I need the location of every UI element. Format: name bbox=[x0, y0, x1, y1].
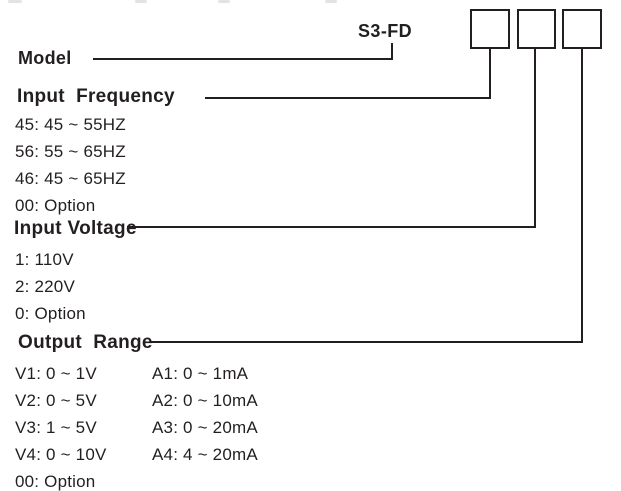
output-range-option: V1: 0 ~ 1V bbox=[15, 364, 97, 383]
range-connector-horizontal bbox=[150, 341, 583, 343]
output-range-option: V3: 1 ~ 5V bbox=[15, 418, 97, 437]
output-range-option: A2: 0 ~ 10mA bbox=[152, 391, 258, 410]
section-heading-input-frequency: Input Frequency bbox=[17, 86, 175, 107]
model-code-label: S3-FD bbox=[358, 21, 413, 41]
section-heading-input-voltage: Input Voltage bbox=[14, 218, 137, 239]
model-connector-horizontal bbox=[93, 58, 392, 60]
input-frequency-options: 45: 45 ~ 55HZ 56: 55 ~ 65HZ 46: 45 ~ 65H… bbox=[15, 111, 126, 219]
frequency-option: 46: 45 ~ 65HZ bbox=[15, 169, 126, 188]
code-box-voltage bbox=[517, 9, 556, 49]
frequency-option: 00: Option bbox=[15, 196, 96, 215]
output-range-option: A1: 0 ~ 1mA bbox=[152, 364, 249, 383]
range-connector-vertical bbox=[581, 48, 583, 343]
output-range-option: A4: 4 ~ 20mA bbox=[152, 445, 258, 464]
section-heading-model: Model bbox=[18, 48, 72, 68]
voltage-option: 2: 220V bbox=[15, 277, 76, 296]
output-range-option: V2: 0 ~ 5V bbox=[15, 391, 97, 410]
voltage-connector-horizontal bbox=[127, 226, 536, 228]
frequency-connector-vertical bbox=[489, 48, 491, 99]
cropped-text-artifact bbox=[135, 0, 147, 3]
voltage-option: 1: 110V bbox=[15, 250, 74, 269]
frequency-option: 45: 45 ~ 55HZ bbox=[15, 115, 126, 134]
output-range-option-default: 00: Option bbox=[15, 472, 96, 491]
model-connector-vertical bbox=[391, 43, 393, 60]
cropped-text-artifact bbox=[8, 0, 22, 3]
section-heading-output-range: Output Range bbox=[18, 332, 153, 353]
output-range-option: A3: 0 ~ 20mA bbox=[152, 418, 258, 437]
voltage-option: 0: Option bbox=[15, 304, 86, 323]
output-range-option: V4: 0 ~ 10V bbox=[15, 445, 107, 464]
output-range-voltage-options: V1: 0 ~ 1V V2: 0 ~ 5V V3: 1 ~ 5V V4: 0 ~… bbox=[15, 360, 107, 491]
cropped-text-artifact bbox=[218, 0, 230, 3]
frequency-connector-horizontal bbox=[205, 97, 491, 99]
input-voltage-options: 1: 110V 2: 220V 0: Option bbox=[15, 246, 86, 327]
output-range-current-options: A1: 0 ~ 1mA A2: 0 ~ 10mA A3: 0 ~ 20mA A4… bbox=[152, 360, 258, 468]
voltage-connector-vertical bbox=[534, 48, 536, 228]
code-box-frequency bbox=[470, 9, 510, 49]
frequency-option: 56: 55 ~ 65HZ bbox=[15, 142, 126, 161]
code-box-output-range bbox=[562, 9, 602, 49]
cropped-text-artifact bbox=[325, 0, 337, 3]
